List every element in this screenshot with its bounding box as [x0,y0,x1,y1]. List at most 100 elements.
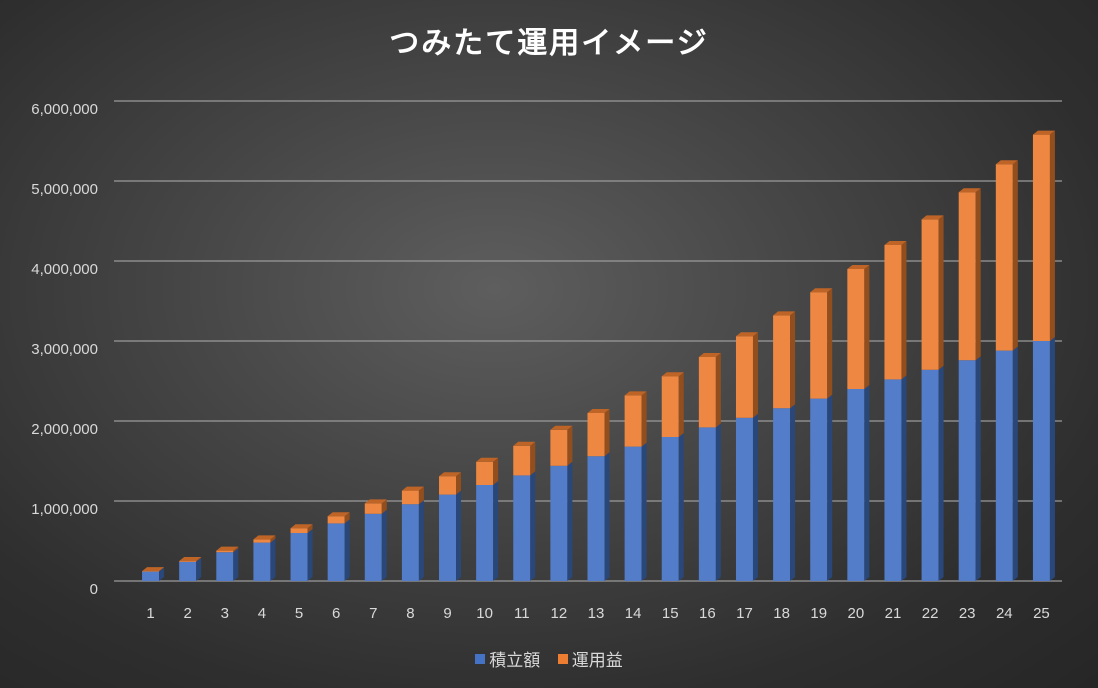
bar-side [790,311,796,409]
bar-top [439,472,462,477]
bar-side [530,471,536,581]
bar-side [604,452,610,581]
bar-side [1012,160,1018,351]
x-tick-label: 7 [369,605,377,622]
bar-side [1012,346,1018,581]
bar-top [587,409,610,413]
bar-top [810,288,833,293]
y-tick-label: 6,000,000 [31,101,98,118]
bar-side [827,394,833,581]
bar-tsumitate [884,379,902,581]
x-tick-label: 6 [332,605,340,622]
bar-side [715,423,721,581]
bar-tsumitate [216,552,234,581]
bar-side [159,567,165,581]
bar-side [975,188,981,361]
y-tick-label: 3,000,000 [31,341,98,358]
bar-unyoeki [253,539,271,543]
bar-unyoeki [179,561,197,562]
bar-unyoeki [142,571,160,572]
bar-top [773,311,796,316]
legend-item-series-0: 積立額 [475,646,540,671]
bar-side [493,481,499,581]
y-tick-label: 5,000,000 [31,181,98,198]
bar-top [179,557,202,561]
x-tick-label: 8 [406,605,414,622]
bar-unyoeki [1032,134,1050,341]
bar-unyoeki [550,429,568,466]
x-tick-label: 23 [959,605,976,622]
bar-unyoeki [476,461,494,485]
x-tick-label: 18 [773,605,790,622]
bar-side [530,441,536,476]
bar-top [884,241,907,245]
bar-side [678,372,684,437]
bar-side [790,404,796,581]
x-tick-label: 22 [922,605,939,622]
bar-side [270,535,276,543]
bar-top [847,265,870,269]
bar-side [233,548,239,581]
bar-unyoeki [735,336,753,418]
x-tick-label: 13 [588,605,605,622]
bar-tsumitate [698,427,716,581]
bar-unyoeki [364,503,382,514]
bar-side [159,567,165,572]
bar-side [456,472,462,495]
bar-unyoeki [624,395,642,447]
bar-top [624,391,647,396]
legend-label-series-0: 積立額 [489,651,541,671]
bar-top [698,353,721,357]
bar-side [864,265,870,389]
bar-unyoeki [995,164,1013,351]
x-tick-label: 15 [662,605,679,622]
bar-tsumitate [587,456,605,581]
bar-unyoeki [401,490,419,505]
bar-side [196,557,202,562]
x-tick-label: 24 [996,605,1013,622]
bar-top [253,535,276,540]
bar-side [678,433,684,581]
bar-tsumitate [1032,341,1050,581]
bar-side [938,365,944,581]
bar-unyoeki [847,269,865,389]
y-tick-label: 4,000,000 [31,261,98,278]
x-tick-label: 5 [295,605,303,622]
bar-tsumitate [142,571,160,581]
bar-tsumitate [327,523,345,581]
legend-item-series-1: 運用益 [557,646,623,671]
bar-top [550,425,573,430]
bar-side [270,538,276,581]
legend-label-series-1: 運用益 [571,651,623,671]
bar-top [1032,130,1055,135]
x-tick-label: 25 [1033,605,1050,622]
x-tick-label: 16 [699,605,716,622]
bar-side [975,356,981,581]
chart-title: つみたて運用イメージ [389,26,709,61]
bar-side [493,457,499,485]
bar-tsumitate [921,369,939,581]
x-tick-label: 4 [258,605,266,622]
bar-side [604,409,610,457]
bar-tsumitate [995,350,1013,581]
x-tick-label: 17 [736,605,753,622]
bar-side [344,512,350,524]
bar-side [1049,130,1055,341]
bar-top [476,457,499,462]
bar-side [901,241,907,380]
bar-top [958,188,981,193]
bar-tsumitate [661,437,679,581]
bar-side [307,529,313,581]
bar-unyoeki [587,413,605,457]
bar-side [641,391,647,447]
bar-top [735,332,758,337]
bar-unyoeki [513,445,531,476]
x-tick-label: 19 [810,605,827,622]
bar-side [381,499,387,514]
bar-side [381,509,387,581]
bar-unyoeki [327,516,345,524]
bar-top [401,486,424,491]
bar-tsumitate [847,389,865,581]
bar-unyoeki [958,192,976,361]
bar-unyoeki [773,315,791,409]
